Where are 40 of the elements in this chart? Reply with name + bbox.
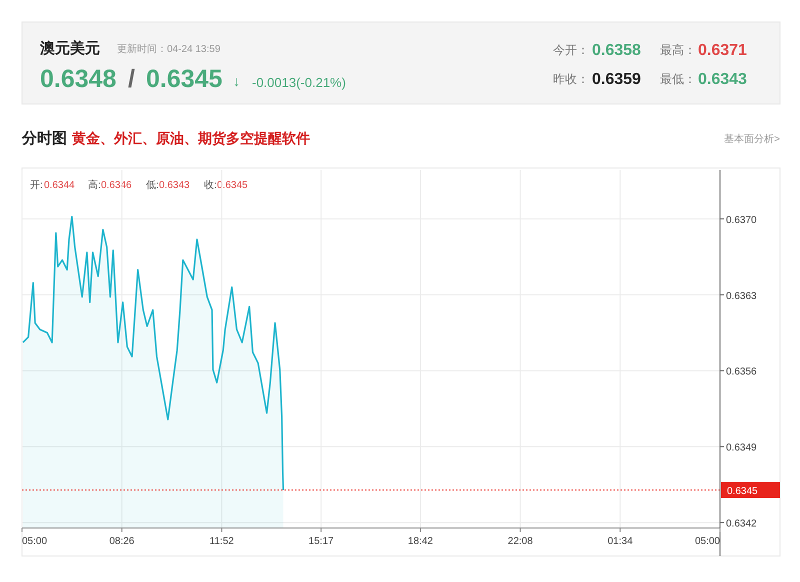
x-tick-label: 18:42 bbox=[408, 536, 434, 547]
text: 昨收： bbox=[553, 72, 589, 86]
y-tick-label: 0.6356 bbox=[726, 366, 758, 378]
text: 黄金、外汇、原油、期货多空提醒软件 bbox=[71, 130, 310, 146]
y-tick-label: 0.6363 bbox=[726, 290, 758, 302]
x-tick-label: 15:17 bbox=[308, 536, 334, 547]
annotation: 高: bbox=[88, 179, 101, 191]
x-tick-label: 05:00 bbox=[22, 536, 48, 547]
text: 基本面分析> bbox=[724, 133, 780, 145]
ref-line-label: 0.6345 bbox=[727, 486, 758, 498]
y-tick-label: 0.6370 bbox=[726, 214, 758, 226]
text: 最低： bbox=[660, 72, 696, 86]
text: / bbox=[128, 65, 135, 93]
annotation: 0.6345 bbox=[217, 180, 248, 191]
text: 今开： bbox=[553, 43, 589, 57]
x-tick-label: 05:00 bbox=[694, 536, 720, 547]
annotation: 开: bbox=[30, 180, 43, 191]
text: ↓ bbox=[233, 73, 240, 89]
chart-subtitle: 更新时间：04-24 13:59 bbox=[117, 43, 221, 55]
text: 0.6371 bbox=[698, 42, 748, 59]
annotation: 收: bbox=[204, 180, 217, 191]
text: 0.6343 bbox=[698, 71, 748, 88]
text: 0.6345 bbox=[146, 65, 223, 93]
text: -0.0013(-0.21%) bbox=[252, 75, 346, 90]
y-tick-label: 0.6342 bbox=[726, 518, 758, 530]
text: 最高： bbox=[660, 43, 696, 57]
x-tick-label: 22:08 bbox=[508, 536, 534, 547]
text: 0.6348 bbox=[40, 65, 117, 93]
x-tick-label: 11:52 bbox=[210, 536, 234, 547]
x-tick-label: 01:34 bbox=[608, 536, 634, 547]
annotation: 0.6346 bbox=[101, 180, 132, 191]
text: 分时图 bbox=[21, 130, 67, 147]
annotation: 0.6343 bbox=[159, 180, 190, 191]
text: 0.6359 bbox=[592, 71, 642, 88]
chart-title: 澳元美元 bbox=[39, 39, 100, 57]
y-tick-label: 0.6349 bbox=[726, 442, 758, 454]
annotation: 低: bbox=[146, 180, 159, 191]
annotation: 0.6344 bbox=[44, 180, 76, 191]
text: 0.6358 bbox=[592, 42, 642, 59]
x-tick-label: 08:26 bbox=[109, 536, 135, 547]
